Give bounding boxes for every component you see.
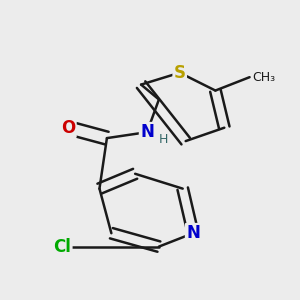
Text: Cl: Cl — [53, 238, 71, 256]
Text: N: N — [186, 224, 200, 242]
Text: N: N — [140, 123, 154, 141]
Text: H: H — [159, 133, 168, 146]
Text: CH₃: CH₃ — [253, 71, 276, 84]
Text: O: O — [61, 119, 75, 137]
Text: S: S — [174, 64, 186, 82]
